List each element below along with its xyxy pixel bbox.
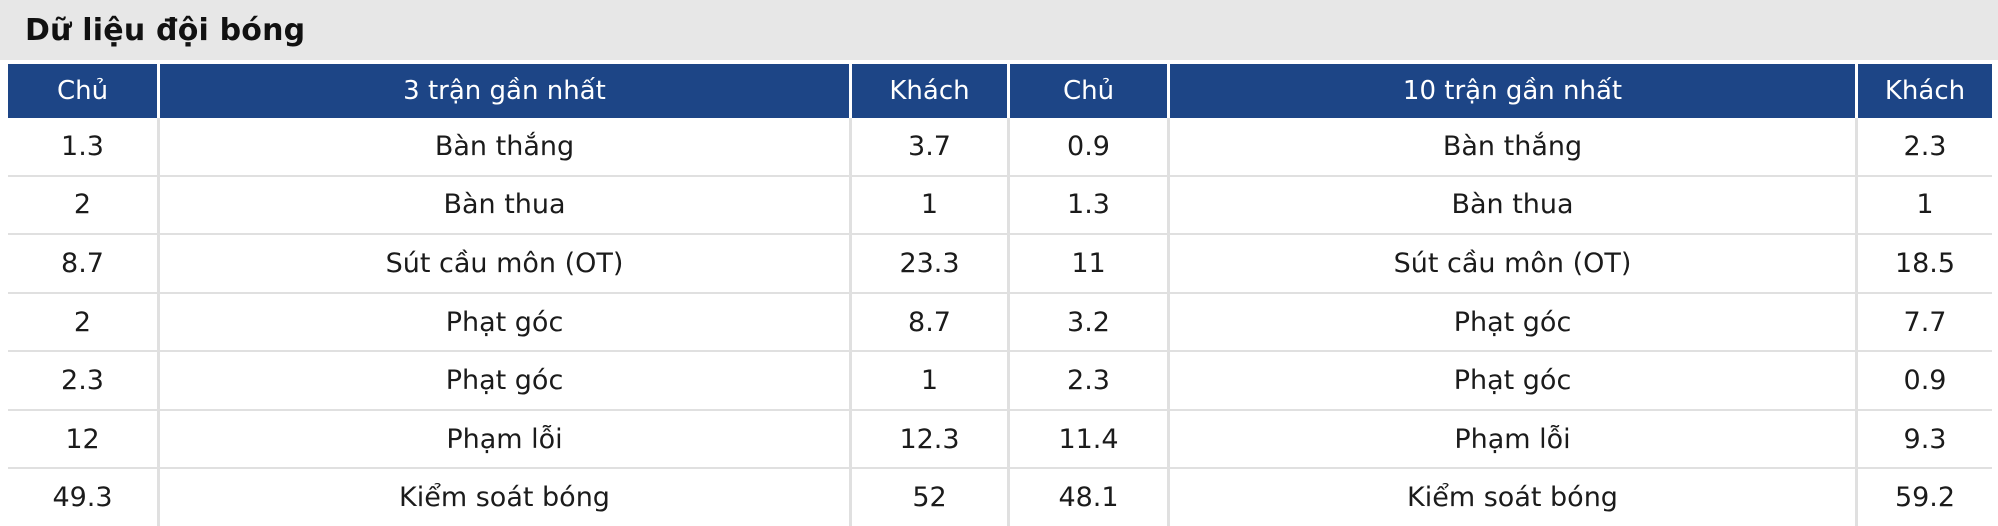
header-last10: 10 trận gần nhất <box>1170 64 1858 118</box>
stat-value-away-last10: 18.5 <box>1894 247 1956 279</box>
stat-value-away-last3: 1 <box>852 176 1010 234</box>
table-row-possession: 49.3 Kiểm soát bóng 52 48.1 Kiểm soát bó… <box>8 467 1992 526</box>
table-body: 1.3 Bàn thắng 3.7 0.9 Bàn thắng 2.3 2 Bà… <box>8 118 1992 526</box>
stat-label-last3: Bàn thắng <box>160 118 852 175</box>
stat-value-home-last10: 11 <box>1010 235 1170 292</box>
stat-value-away-last3: 3.7 <box>852 118 1010 175</box>
stat-label-last3: Kiểm soát bóng <box>160 469 852 526</box>
section-title: Dữ liệu đội bóng <box>25 12 306 48</box>
stat-value-away-last3: 8.7 <box>852 293 1010 351</box>
stat-value-away-last3: 12.3 <box>852 410 1010 468</box>
table-row-shots-on-target: 8.7 Sút cầu môn (OT) 23.3 11 Sút cầu môn… <box>8 233 1992 292</box>
team-stats-table: Chủ 3 trận gần nhất Khách Chủ 10 trận gầ… <box>8 64 1992 526</box>
stat-label-last10: Kiểm soát bóng <box>1170 469 1858 526</box>
stat-value-home-last10: 1.3 <box>1010 176 1170 234</box>
table-row-fouls: 12 Phạm lỗi 12.3 11.4 Phạm lỗi 9.3 <box>8 408 1992 468</box>
stat-value-away-last10: 9.3 <box>1903 423 1947 455</box>
stat-value-home-last3: 2.3 <box>8 352 160 409</box>
stat-value-away-last3: 1 <box>852 352 1010 409</box>
stat-value-home-last3: 2 <box>8 293 160 351</box>
header-away-last3: Khách <box>852 64 1010 118</box>
stat-value-home-last3: 49.3 <box>8 469 160 526</box>
header-last3: 3 trận gần nhất <box>160 64 852 118</box>
header-home-last3: Chủ <box>8 64 160 118</box>
stat-value-home-last10: 11.4 <box>1010 410 1170 468</box>
stat-value-home-last3: 1.3 <box>8 118 160 175</box>
section-title-bar: Dữ liệu đội bóng <box>0 0 1998 60</box>
header-home-last10: Chủ <box>1010 64 1170 118</box>
stat-value-home-last10: 48.1 <box>1010 469 1170 526</box>
stat-value-away-last10: 7.7 <box>1903 306 1947 338</box>
stat-value-away-last10: 1 <box>1916 189 1934 221</box>
stat-value-away-last10: 0.9 <box>1903 365 1947 397</box>
stat-label-last3: Bàn thua <box>160 176 852 234</box>
stat-label-last3: Phạt góc <box>160 352 852 409</box>
header-away-last10: Khách <box>1884 76 1966 106</box>
table-row-goals-scored: 1.3 Bàn thắng 3.7 0.9 Bàn thắng 2.3 <box>8 118 1992 175</box>
stat-value-home-last10: 3.2 <box>1010 293 1170 351</box>
stat-label-last10: Bàn thua <box>1170 176 1858 234</box>
stat-value-home-last3: 2 <box>8 176 160 234</box>
stat-label-last3: Phạt góc <box>160 293 852 351</box>
stat-label-last3: Phạm lỗi <box>160 410 852 468</box>
stat-label-last10: Phạt góc <box>1170 293 1858 351</box>
stat-label-last10: Phạt góc <box>1170 352 1858 409</box>
stat-value-home-last3: 12 <box>8 410 160 468</box>
stat-value-home-last3: 8.7 <box>8 235 160 292</box>
stat-label-last3: Sút cầu môn (OT) <box>160 235 852 292</box>
table-row-corners: 2 Phạt góc 8.7 3.2 Phạt góc 7.7 <box>8 291 1992 351</box>
stat-value-away-last3: 23.3 <box>852 235 1010 292</box>
table-row-goals-conceded: 2 Bàn thua 1 1.3 Bàn thua 1 <box>8 174 1992 234</box>
stat-label-last10: Phạm lỗi <box>1170 410 1858 468</box>
table-header-row: Chủ 3 trận gần nhất Khách Chủ 10 trận gầ… <box>8 64 1992 118</box>
table-row-corners-2: 2.3 Phạt góc 1 2.3 Phạt góc 0.9 <box>8 350 1992 409</box>
stat-value-home-last10: 0.9 <box>1010 118 1170 175</box>
title-table-gap <box>0 60 1998 64</box>
stat-value-home-last10: 2.3 <box>1010 352 1170 409</box>
stat-label-last10: Bàn thắng <box>1170 118 1858 175</box>
stat-value-away-last10: 2.3 <box>1903 130 1947 162</box>
stat-label-last10: Sút cầu môn (OT) <box>1170 235 1858 292</box>
stat-value-away-last3: 52 <box>852 469 1010 526</box>
stat-value-away-last10: 59.2 <box>1894 482 1956 514</box>
